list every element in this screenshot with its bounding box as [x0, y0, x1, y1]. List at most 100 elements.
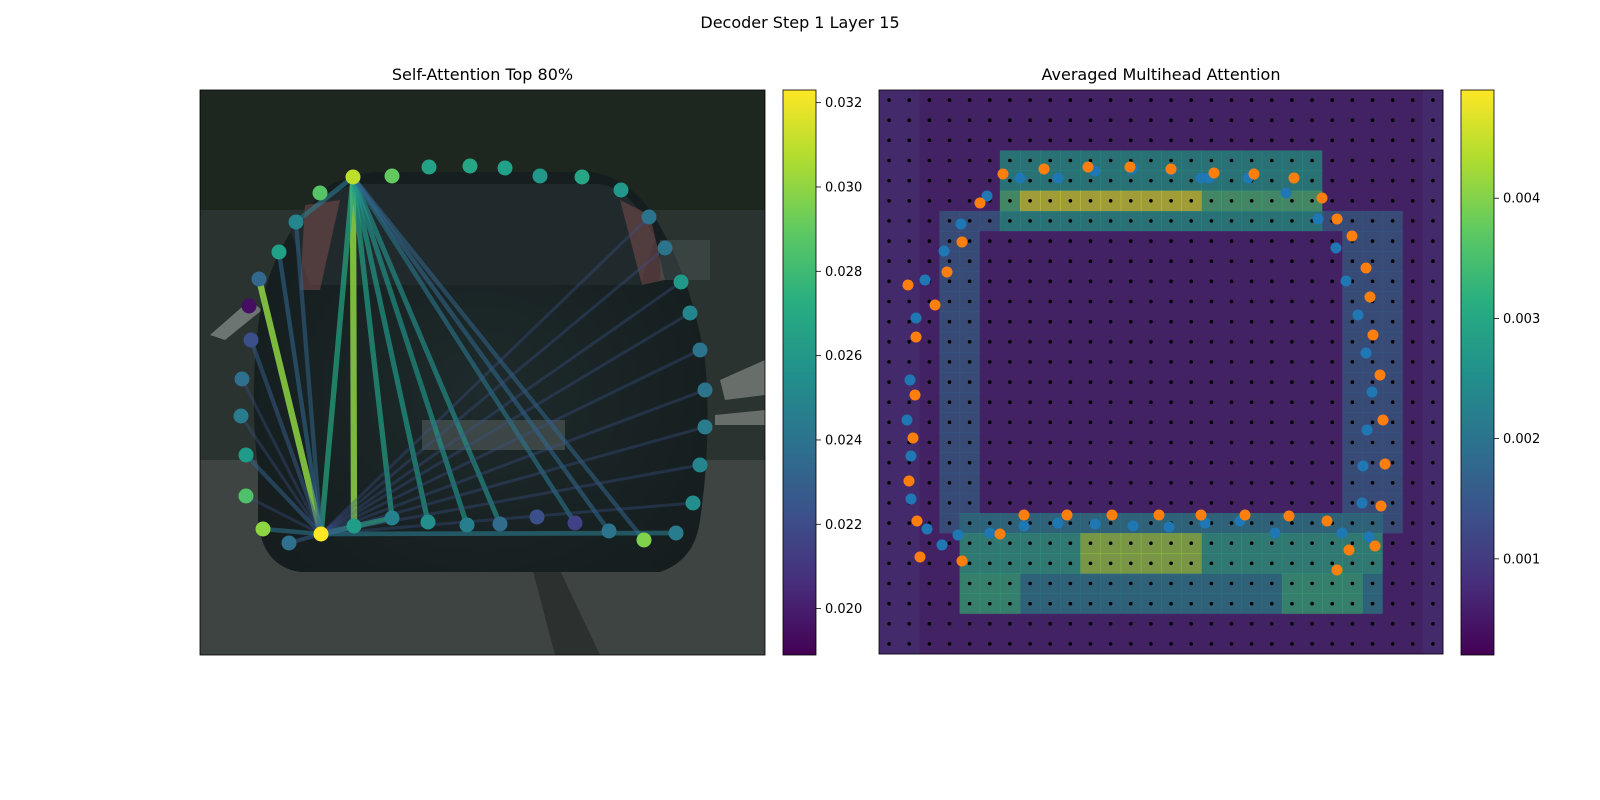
grid-dot: [1269, 561, 1274, 566]
grid-dot: [1088, 501, 1093, 505]
grid-dot: [1149, 521, 1153, 525]
grid-dot: [1410, 279, 1415, 284]
grid-dot: [1431, 178, 1435, 183]
grid-dot: [887, 400, 891, 405]
attention-edge-faint: [320, 246, 666, 536]
grid-dot: [927, 581, 932, 586]
grid-dot: [1169, 480, 1173, 485]
grid-dot: [1330, 239, 1335, 243]
grid-dot: [967, 581, 972, 586]
grid-dot: [1028, 339, 1032, 344]
grid-dot: [987, 279, 992, 284]
blue-point: [1312, 213, 1324, 225]
polygon-points: [901, 161, 1391, 576]
grid-dot: [1028, 138, 1032, 143]
grid-dot: [1048, 601, 1053, 606]
grid-dot: [1290, 541, 1294, 546]
grid-dot: [927, 339, 932, 344]
grid-dot: [1290, 480, 1294, 485]
grid-dot: [1189, 279, 1194, 284]
grid-dot: [1350, 158, 1355, 163]
grid-dot: [1209, 319, 1214, 324]
grid-dot: [1209, 480, 1214, 485]
grid-dot: [1249, 158, 1254, 163]
grid-dot: [1431, 219, 1435, 223]
grid-dot: [967, 158, 972, 163]
blue-point: [1352, 309, 1364, 321]
blue-point: [910, 312, 922, 324]
grid-dot: [947, 380, 952, 384]
attention-edge: [350, 176, 503, 525]
grid-dot: [1149, 219, 1153, 223]
orange-point: [1321, 515, 1333, 527]
grid-dot: [1209, 299, 1214, 304]
orange-point: [1343, 544, 1355, 556]
grid-dot: [1169, 319, 1173, 324]
grid-dot: [887, 501, 891, 505]
grid-dot: [1128, 581, 1133, 586]
grid-dot: [987, 561, 992, 566]
grid-dot: [927, 420, 932, 425]
grid-dot: [987, 581, 992, 586]
grid-dot: [1350, 138, 1355, 143]
grid-dot: [1290, 198, 1294, 203]
grid-dot: [1189, 501, 1194, 505]
grid-dot: [1390, 138, 1395, 143]
grid-dot: [1008, 380, 1012, 384]
grid-dot: [1370, 561, 1375, 566]
grid-dot: [1310, 501, 1314, 505]
grid-dot: [1330, 561, 1335, 566]
grid-dot: [887, 259, 891, 264]
grid-dot: [1128, 360, 1133, 364]
grid-dot: [1108, 501, 1113, 505]
grid-dot: [1229, 621, 1234, 626]
grid-dot: [1249, 440, 1254, 445]
grid-dot: [967, 501, 972, 505]
grid-dot: [1290, 279, 1294, 284]
grid-dot: [1088, 118, 1093, 123]
attention-point: [497, 160, 513, 176]
attention-point: [313, 526, 329, 542]
attention-edge: [350, 176, 395, 519]
grid-dot: [1128, 601, 1133, 606]
grid-dot: [1068, 299, 1073, 304]
grid-dot: [1169, 118, 1173, 123]
grid-dot: [907, 642, 912, 646]
grid-dot: [907, 541, 912, 546]
grid-dot: [1290, 118, 1294, 123]
grid-dot: [1068, 601, 1073, 606]
grid-dot: [1088, 541, 1093, 546]
grid-dot: [927, 239, 932, 243]
grid-dot: [1189, 581, 1194, 586]
grid-dot: [1390, 541, 1395, 546]
grid-dot: [1350, 198, 1355, 203]
attention-edges: [239, 175, 706, 546]
grid-dot: [1209, 541, 1214, 546]
grid-dot: [1330, 541, 1335, 546]
grid-dot: [907, 198, 912, 203]
grid-dot: [1229, 360, 1234, 364]
orange-point: [910, 331, 922, 343]
attention-point: [288, 214, 304, 230]
orange-point: [929, 299, 941, 311]
grid-dot: [1350, 601, 1355, 606]
grid-dot: [1290, 642, 1294, 646]
grid-dot: [1431, 158, 1435, 163]
grid-dot: [1048, 420, 1053, 425]
blue-point: [1336, 527, 1348, 539]
grid-dot: [1108, 118, 1113, 123]
grid-dot: [1128, 158, 1133, 163]
grid-dot: [1108, 178, 1113, 183]
grid-dot: [1028, 118, 1032, 123]
attention-edge-faint: [320, 463, 701, 536]
grid-dot: [1028, 360, 1032, 364]
grid-dot: [987, 219, 992, 223]
attention-edge: [351, 175, 646, 542]
grid-dot: [1229, 642, 1234, 646]
attention-edge-faint: [319, 215, 651, 536]
grid-dot: [1431, 460, 1435, 465]
grid-dot: [967, 561, 972, 566]
grid-dot: [1249, 299, 1254, 304]
grid-dot: [1350, 339, 1355, 344]
grid-dot: [1310, 138, 1314, 143]
